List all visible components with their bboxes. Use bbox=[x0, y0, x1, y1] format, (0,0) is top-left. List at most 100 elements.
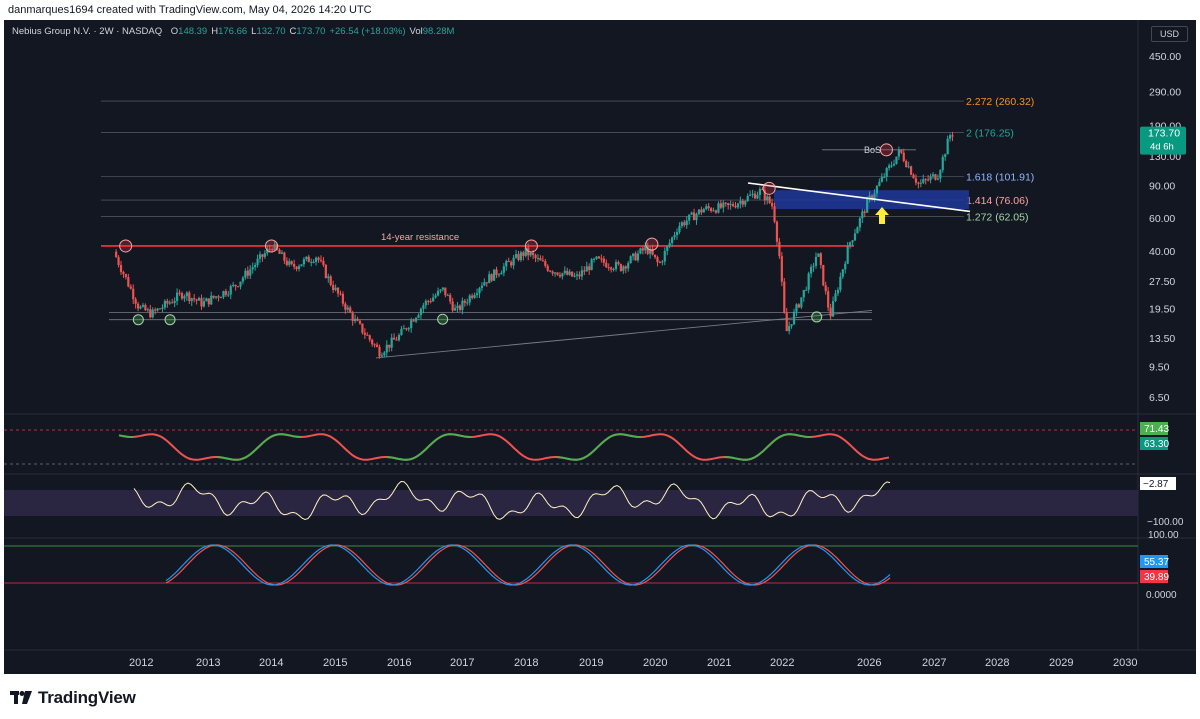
candle-body bbox=[861, 211, 864, 219]
candle-body bbox=[936, 178, 940, 180]
candle-body bbox=[744, 201, 747, 205]
ohlc-values: O148.39 H176.66 L132.70 C173.70 +26.54 (+18.… bbox=[171, 26, 459, 37]
chart-canvas[interactable]: 450.00290.00190.00130.0090.0060.0040.002… bbox=[4, 20, 1196, 674]
candle-body bbox=[636, 253, 640, 261]
time-axis-label: 2018 bbox=[514, 657, 538, 669]
rsi-upper-tag bbox=[1140, 422, 1168, 435]
candle-body bbox=[780, 256, 783, 282]
candle-body bbox=[122, 272, 125, 275]
cci-line bbox=[133, 480, 891, 521]
candle-body bbox=[831, 301, 835, 317]
price-axis-label: 27.50 bbox=[1149, 276, 1175, 288]
candle-body bbox=[914, 178, 918, 183]
candle-body bbox=[400, 328, 403, 336]
candle-body bbox=[863, 211, 866, 213]
candle-body bbox=[948, 135, 952, 139]
candle-body bbox=[134, 299, 137, 304]
candle-body bbox=[927, 179, 930, 181]
candle-body bbox=[605, 262, 608, 268]
candle-body bbox=[775, 221, 779, 242]
candle-body bbox=[251, 267, 254, 270]
candle-body bbox=[244, 270, 247, 278]
price-axis-label: 19.50 bbox=[1149, 304, 1175, 316]
candle-body bbox=[578, 274, 581, 277]
swing-high-marker bbox=[762, 181, 776, 195]
symbol-title: Nebius Group N.V. · 2W · NASDAQ bbox=[12, 26, 163, 37]
candle-body bbox=[773, 206, 776, 222]
chart-area[interactable]: 450.00 290.00 190.00 130.00 90.00 60.00 40.00 2… bbox=[4, 20, 1196, 674]
candle-body bbox=[222, 291, 225, 298]
candle-body bbox=[607, 267, 610, 269]
candle-body bbox=[717, 203, 720, 213]
candle-body bbox=[590, 259, 593, 271]
candle-body bbox=[178, 292, 181, 294]
candle-body bbox=[627, 263, 630, 269]
candle-body bbox=[866, 198, 869, 213]
candle-body bbox=[451, 301, 454, 311]
candle-body bbox=[324, 264, 327, 278]
time-axis-label: 2021 bbox=[707, 657, 731, 669]
candle-body bbox=[761, 189, 764, 191]
candle-body bbox=[683, 222, 686, 226]
candle-body bbox=[173, 300, 176, 303]
candle-body bbox=[356, 318, 359, 321]
candle-body bbox=[909, 166, 913, 175]
stoch-d-label: 39.89 bbox=[1144, 572, 1169, 583]
candle-body bbox=[551, 271, 554, 274]
candle-body bbox=[456, 305, 459, 309]
candle-body bbox=[205, 298, 208, 302]
candle-body bbox=[619, 264, 623, 271]
bos-label: BoS bbox=[864, 145, 881, 155]
candle-body bbox=[497, 274, 501, 276]
price-axis-label: 40.00 bbox=[1149, 246, 1175, 258]
candle-body bbox=[690, 212, 693, 215]
candle-body bbox=[671, 237, 674, 243]
candle-body bbox=[705, 206, 708, 210]
candle-body bbox=[483, 282, 486, 286]
candle-body bbox=[132, 288, 135, 300]
candle-body bbox=[829, 307, 832, 317]
candle-body bbox=[710, 208, 713, 211]
candle-body bbox=[553, 272, 557, 274]
candle-body bbox=[510, 261, 513, 266]
candle-body bbox=[846, 245, 849, 264]
currency-button[interactable]: USD bbox=[1150, 26, 1188, 42]
candle-body bbox=[115, 251, 118, 258]
candle-body bbox=[805, 289, 808, 291]
candle-body bbox=[666, 246, 669, 251]
candle-body bbox=[673, 235, 676, 238]
candle-body bbox=[946, 138, 949, 155]
price-axis-label: 60.00 bbox=[1149, 213, 1175, 225]
candle-body bbox=[624, 266, 627, 269]
candle-body bbox=[297, 266, 301, 269]
time-axis-label: 2012 bbox=[129, 657, 153, 669]
candle-body bbox=[675, 232, 679, 236]
candle-body bbox=[427, 300, 430, 302]
tradingview-logo[interactable]: TradingView bbox=[10, 688, 136, 708]
candle-body bbox=[480, 285, 484, 289]
candle-body bbox=[692, 212, 696, 221]
candle-body bbox=[417, 314, 420, 318]
candle-body bbox=[739, 200, 742, 204]
time-axis-label: 2014 bbox=[259, 657, 283, 669]
candle-body bbox=[639, 248, 642, 254]
candle-body bbox=[441, 287, 444, 290]
candle-body bbox=[834, 293, 837, 302]
candle-body bbox=[239, 281, 242, 287]
candle-body bbox=[890, 165, 893, 167]
candle-body bbox=[424, 300, 427, 306]
candle-body bbox=[583, 270, 586, 272]
rsi-line-rising bbox=[118, 433, 811, 461]
candle-body bbox=[824, 285, 827, 292]
candle-body bbox=[568, 271, 571, 275]
candle-body bbox=[380, 355, 384, 357]
candle-body bbox=[341, 293, 345, 304]
candle-body bbox=[812, 265, 815, 267]
candle-body bbox=[878, 181, 881, 187]
candle-body bbox=[207, 298, 210, 305]
ohlc-value: 176.66 bbox=[218, 26, 248, 37]
candle-body bbox=[653, 254, 657, 258]
candle-body bbox=[229, 286, 232, 295]
candle-body bbox=[475, 293, 479, 296]
swing-high-marker bbox=[879, 143, 893, 157]
